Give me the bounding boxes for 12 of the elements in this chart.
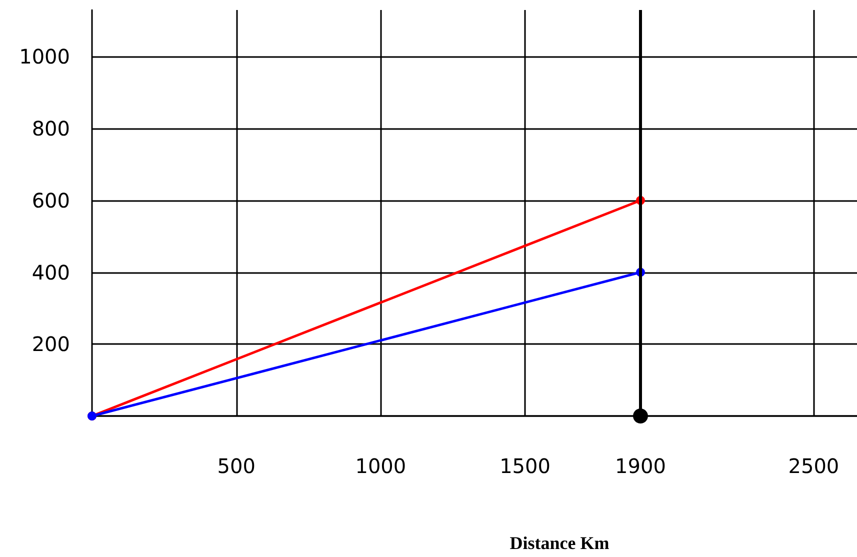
x-axis-title: Distance Km	[510, 533, 610, 553]
x-tick-label: 2500	[788, 454, 840, 478]
y-tick-label: 800	[32, 116, 70, 141]
x-tick-label: 1900	[615, 454, 666, 478]
y-tick-label: 600	[32, 188, 70, 212]
y-tick-label: 200	[32, 332, 70, 356]
x-tick-label: 1000	[355, 454, 406, 478]
y-tick-label: 400	[32, 260, 70, 284]
point	[633, 408, 648, 424]
x-tick-label: 500	[217, 454, 256, 478]
x-tick-label: 1500	[500, 454, 550, 478]
y-tick-label: 1000	[19, 44, 70, 69]
